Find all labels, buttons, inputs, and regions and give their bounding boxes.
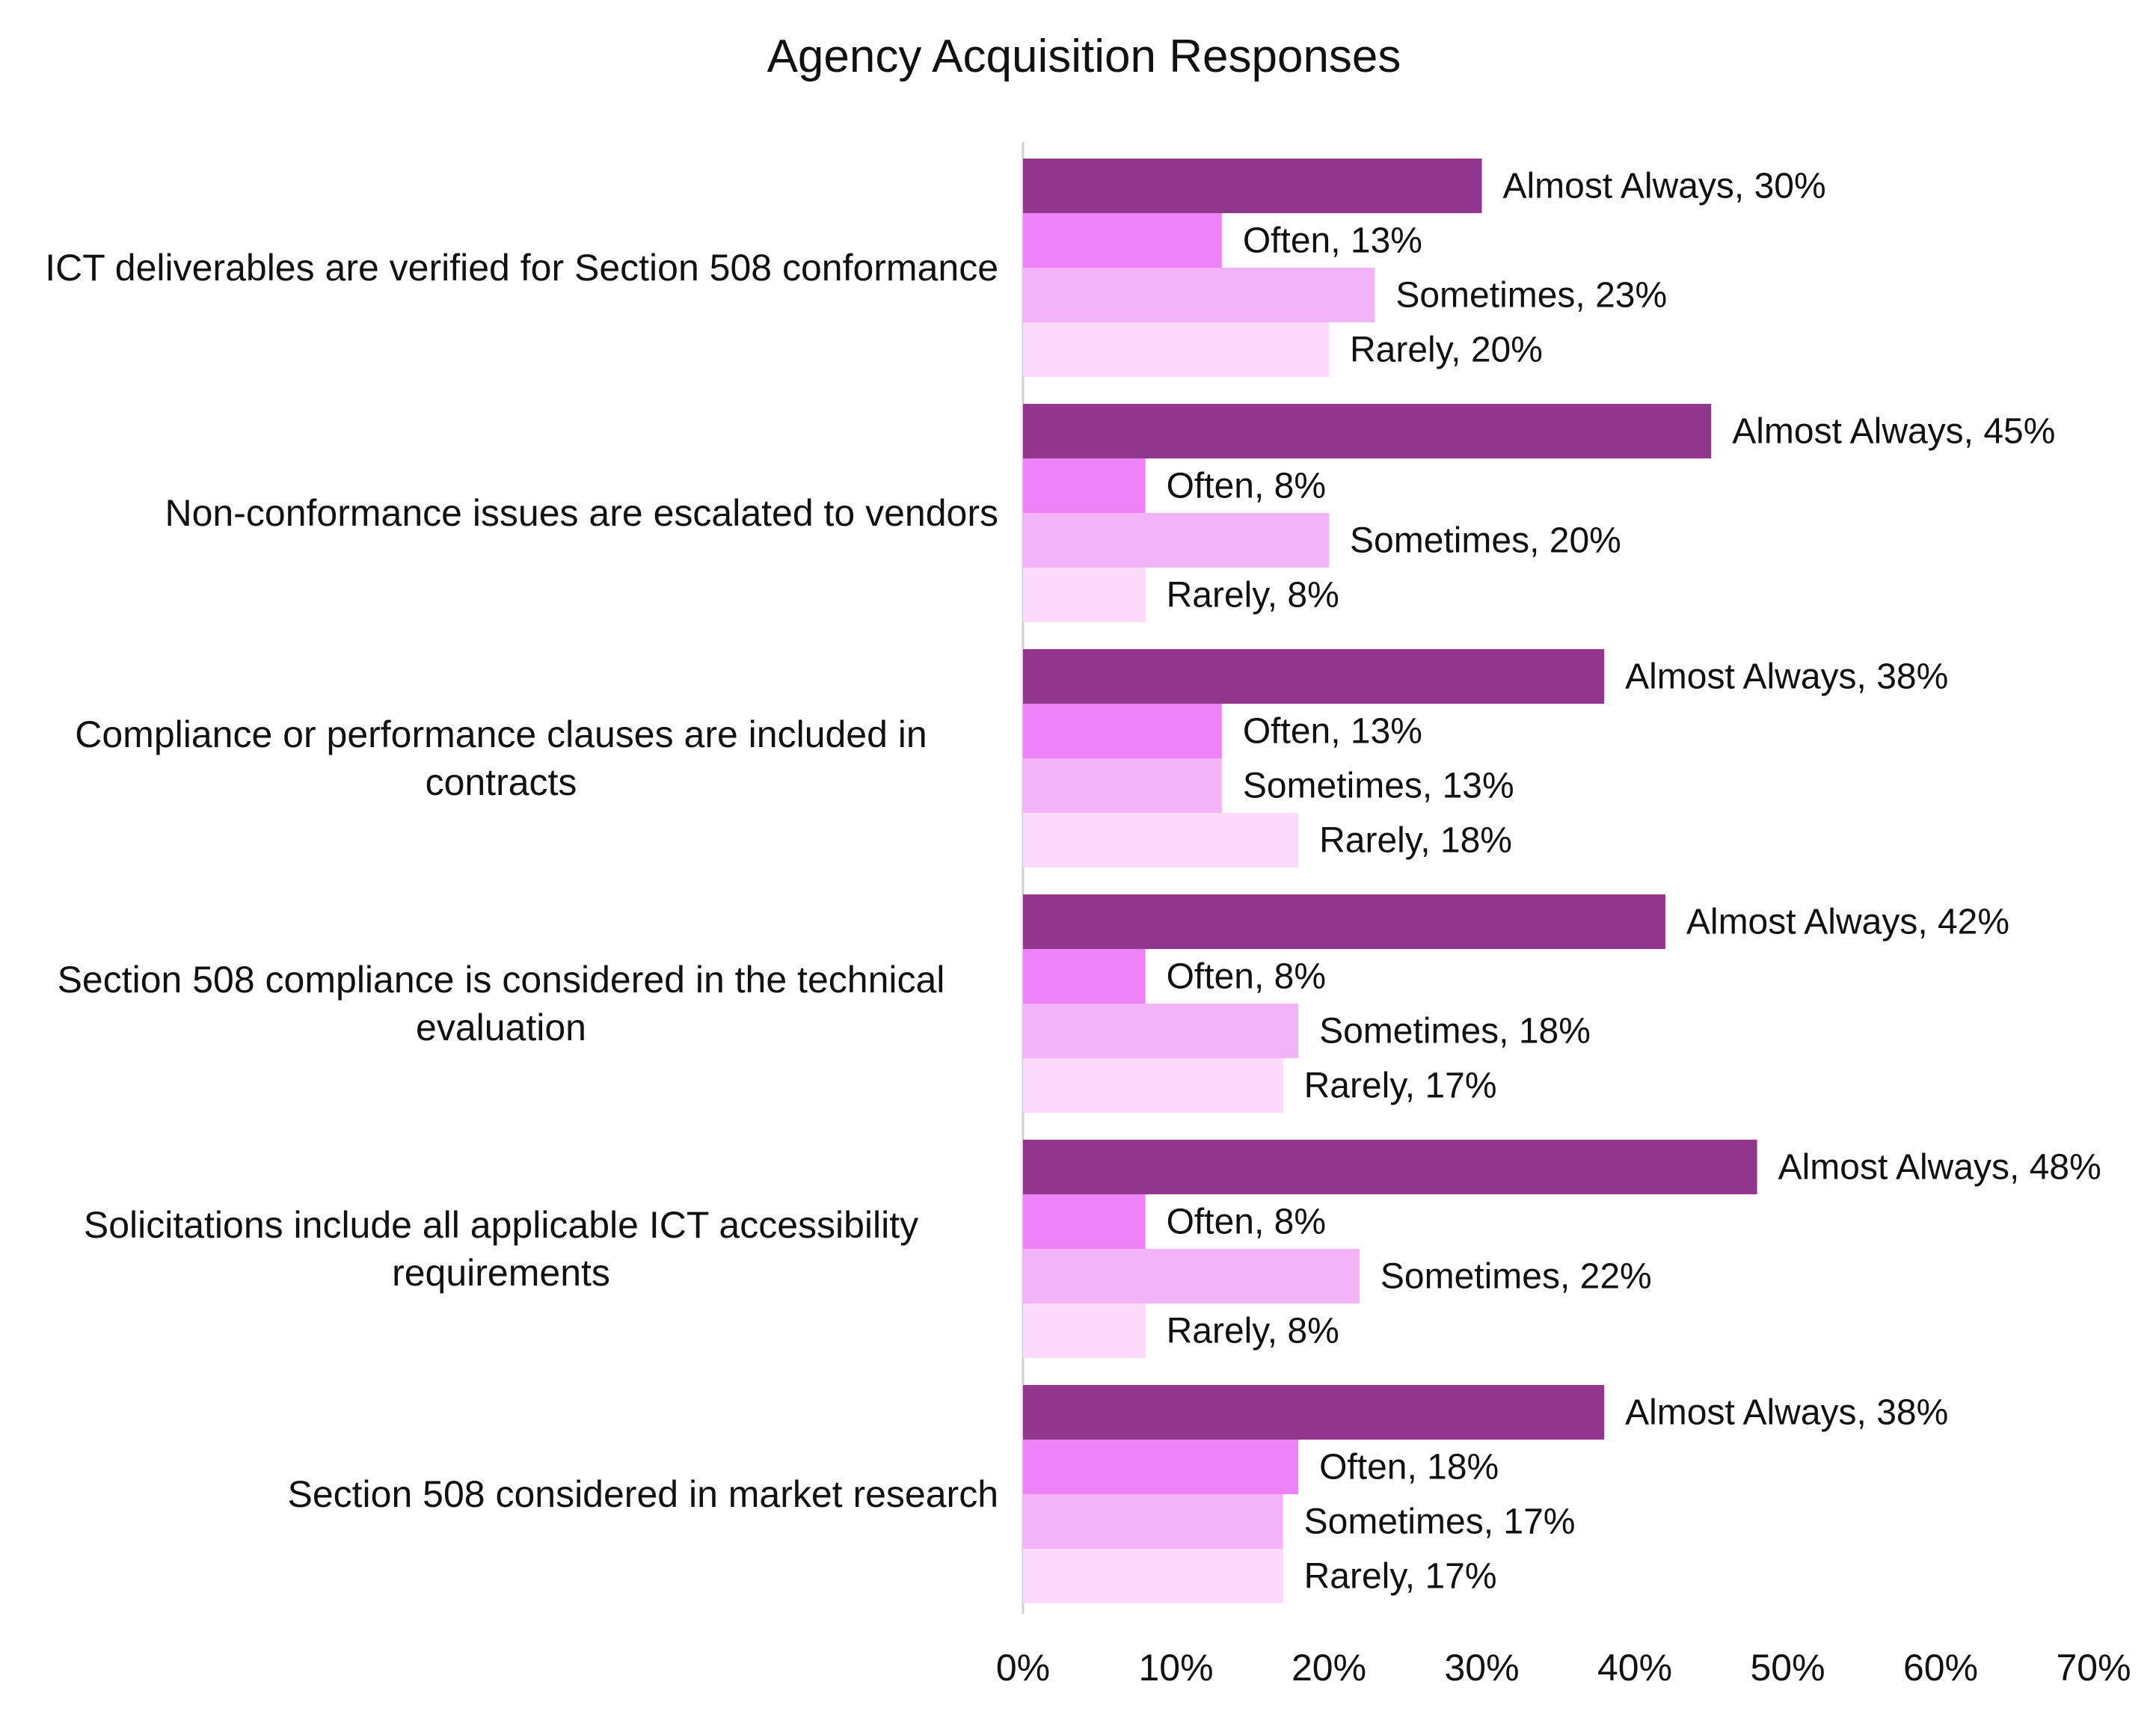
- bar: [1023, 322, 1329, 377]
- category-label: Section 508 compliance is considered in …: [57, 959, 945, 1048]
- data-label: Often, 8%: [1167, 1203, 1326, 1242]
- bar: [1023, 1194, 1146, 1249]
- data-label: Almost Always, 38%: [1625, 1393, 1948, 1433]
- data-label: Rarely, 17%: [1304, 1557, 1497, 1597]
- x-tick-label: 30%: [1444, 1647, 1519, 1689]
- data-label: Often, 18%: [1319, 1448, 1499, 1487]
- bar: [1023, 1440, 1299, 1494]
- category-label-row: Section 508 compliance is considered in …: [0, 956, 998, 1051]
- x-tick-label: 40%: [1597, 1647, 1672, 1689]
- category-label: Compliance or performance clauses are in…: [75, 713, 927, 803]
- x-tick-label: 50%: [1750, 1647, 1825, 1689]
- bar: [1023, 1494, 1283, 1549]
- data-label: Often, 13%: [1243, 221, 1422, 261]
- data-label: Sometimes, 20%: [1350, 521, 1621, 561]
- bar: [1023, 758, 1222, 813]
- bar: [1023, 1004, 1299, 1058]
- x-tick-label: 10%: [1138, 1647, 1213, 1689]
- data-label: Rarely, 20%: [1350, 331, 1543, 370]
- data-label: Sometimes, 17%: [1304, 1502, 1576, 1542]
- bar: [1023, 513, 1329, 568]
- data-label: Often, 8%: [1167, 467, 1326, 506]
- category-label: Non-conformance issues are escalated to …: [165, 492, 998, 534]
- x-tick-label: 70%: [2056, 1647, 2131, 1689]
- bar: [1023, 1303, 1146, 1358]
- chart-title: Agency Acquisition Responses: [767, 31, 1401, 82]
- bar: [1023, 649, 1605, 704]
- bar: [1023, 1385, 1605, 1440]
- bar: [1023, 404, 1712, 458]
- bar: [1023, 458, 1146, 513]
- category-label-row: Compliance or performance clauses are in…: [0, 710, 998, 806]
- x-tick-label: 60%: [1903, 1647, 1978, 1689]
- category-label: Solicitations include all applicable ICT…: [83, 1204, 919, 1294]
- data-label: Almost Always, 42%: [1686, 903, 2009, 942]
- category-label-row: ICT deliverables are verified for Sectio…: [0, 244, 998, 292]
- bar: [1023, 894, 1665, 949]
- data-label: Sometimes, 23%: [1395, 276, 1667, 316]
- data-label: Almost Always, 30%: [1503, 167, 1826, 206]
- data-label: Rarely, 8%: [1167, 576, 1339, 615]
- bar: [1023, 1549, 1283, 1603]
- bar: [1023, 1058, 1283, 1113]
- bar: [1023, 159, 1482, 213]
- bar: [1023, 1249, 1360, 1303]
- category-label-row: Section 508 considered in market researc…: [0, 1470, 998, 1518]
- data-label: Sometimes, 18%: [1319, 1012, 1591, 1051]
- category-label: ICT deliverables are verified for Sectio…: [45, 247, 998, 289]
- bar: [1023, 213, 1222, 268]
- data-label: Often, 8%: [1167, 957, 1326, 997]
- x-tick-label: 0%: [996, 1647, 1050, 1689]
- data-label: Sometimes, 22%: [1380, 1257, 1652, 1297]
- bar: [1023, 949, 1146, 1004]
- category-label-row: Non-conformance issues are escalated to …: [0, 489, 998, 537]
- data-label: Sometimes, 13%: [1243, 767, 1514, 806]
- data-label: Almost Always, 38%: [1625, 657, 1948, 697]
- bar: [1023, 813, 1299, 867]
- data-label: Rarely, 8%: [1167, 1312, 1339, 1351]
- x-tick-label: 20%: [1292, 1647, 1366, 1689]
- bar: [1023, 568, 1146, 622]
- category-label: Section 508 considered in market researc…: [287, 1473, 998, 1515]
- category-label-row: Solicitations include all applicable ICT…: [0, 1201, 998, 1297]
- data-label: Rarely, 18%: [1319, 821, 1512, 861]
- data-label: Almost Always, 48%: [1778, 1148, 2101, 1188]
- data-label: Almost Always, 45%: [1732, 412, 2055, 452]
- data-label: Often, 13%: [1243, 712, 1422, 752]
- bar: [1023, 704, 1222, 758]
- bar: [1023, 1140, 1757, 1194]
- data-label: Rarely, 17%: [1304, 1066, 1497, 1106]
- bar: [1023, 268, 1375, 322]
